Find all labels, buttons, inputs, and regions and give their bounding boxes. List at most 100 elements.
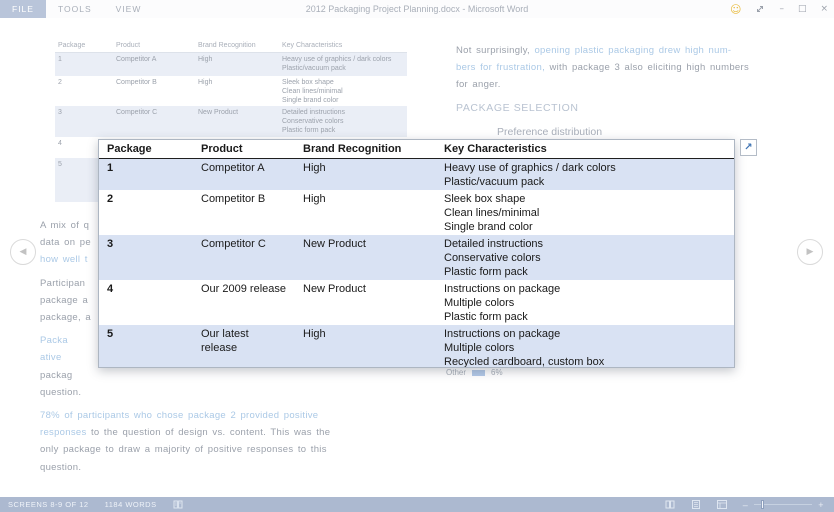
product-cell: Competitor C xyxy=(201,238,266,250)
zoom-in-button[interactable]: + xyxy=(818,499,824,510)
column-header: Key Characteristics xyxy=(436,140,734,159)
characteristic-line: Conservative colors xyxy=(444,252,541,264)
text-segment: for anger. xyxy=(456,79,501,91)
text-segment: A mix of q xyxy=(40,220,90,231)
read-mode-view-icon[interactable] xyxy=(665,500,675,509)
column-header: Package xyxy=(55,40,113,53)
characteristics-cell: Heavy use of graphics / dark colors Plast… xyxy=(279,52,407,76)
characteristics-cell: Detailed instructions Conservative colors… xyxy=(279,106,407,137)
legend-value: 6% xyxy=(491,368,503,377)
column-header: Product xyxy=(193,140,295,159)
product-cell: Competitor C xyxy=(116,109,158,116)
package-cell: 2 xyxy=(107,193,114,205)
tab-tools[interactable]: TOOLS xyxy=(57,4,92,14)
zoom-out-button[interactable]: – xyxy=(742,499,749,510)
tab-view[interactable]: VIEW xyxy=(115,4,142,14)
column-header: Key Characteristics xyxy=(279,40,407,53)
product-cell: Our latest release xyxy=(201,328,249,354)
right-text-column: Not surprisingly, opening plastic packag… xyxy=(456,42,780,138)
text-segment: 78% of participants who chose package 2 … xyxy=(40,410,319,422)
brand-cell: High xyxy=(303,193,326,205)
legend-label: Other xyxy=(446,368,467,377)
column-header: Brand Recognition xyxy=(195,40,279,53)
table-row: 1 Competitor A High Heavy use of graphics /… xyxy=(55,52,407,76)
text-line: question. xyxy=(40,459,400,476)
next-screen-button[interactable]: ▶ xyxy=(797,239,823,265)
text-line: packag xyxy=(40,367,400,384)
screens-indicator: SCREENS 8-9 OF 12 xyxy=(8,500,89,509)
characteristics-cell: Sleek box shape Clean lines/minimal Single… xyxy=(279,76,407,106)
table-row: 1 Competitor A High Heavy use of graphics /… xyxy=(99,158,734,191)
text-segment: to the question of design vs. content. T… xyxy=(86,427,331,439)
text-segment: opening plastic packaging drew high num- xyxy=(534,45,732,56)
text-segment: Not surprisingly, xyxy=(456,45,535,56)
characteristic-line: Single brand color xyxy=(282,97,339,104)
comparison-table: Package Product Brand Recognition Key Chara… xyxy=(99,140,734,368)
brand-cell: High xyxy=(198,55,213,63)
chart-title: Preference distribution xyxy=(497,125,603,138)
characteristics-cell: Detailed instructions Conservative colors… xyxy=(436,235,734,280)
table-row: 5 Our latest release High Instructions on p… xyxy=(99,325,734,368)
package-cell: 4 xyxy=(58,140,62,147)
text-segment: question. xyxy=(40,461,82,473)
text-line: ative xyxy=(40,349,400,366)
characteristic-line: Instructions on package xyxy=(444,283,561,295)
characteristic-line: Clean lines/minimal xyxy=(282,88,343,95)
maximize-icon[interactable]: □ xyxy=(797,3,807,14)
table-row: 2 Competitor B High Sleek box shape Clean li… xyxy=(99,190,734,235)
autohide-ribbon-icon[interactable] xyxy=(755,4,765,14)
package-cell: 4 xyxy=(107,283,114,295)
text-line: 78% of participants who chose package 2 … xyxy=(40,407,400,424)
characteristics-cell: Instructions on package Multiple colors Re… xyxy=(436,325,734,368)
characteristic-line: Detailed instructions xyxy=(282,109,346,116)
web-layout-view-icon[interactable] xyxy=(716,500,727,509)
zoom-slider-thumb[interactable] xyxy=(761,500,765,509)
column-header: Package xyxy=(99,140,193,159)
tab-file[interactable]: FILE xyxy=(0,0,46,18)
package-cell: 5 xyxy=(58,161,62,168)
proofing-check-icon[interactable] xyxy=(173,500,183,509)
previous-screen-button[interactable]: ◀ xyxy=(10,239,36,265)
product-cell: Competitor B xyxy=(116,79,157,86)
minimize-icon[interactable]: – xyxy=(779,3,784,14)
word-count[interactable]: 1184 WORDS xyxy=(104,500,157,509)
package-cell: 2 xyxy=(58,79,62,86)
section-heading: PACKAGE SELECTION xyxy=(456,101,579,114)
characteristic-line: Recycled cardboard, custom box xyxy=(444,356,605,368)
print-layout-view-icon[interactable] xyxy=(691,500,701,509)
characteristic-line: Instructions on package xyxy=(444,328,561,340)
expand-object-button[interactable]: ↗ xyxy=(740,139,757,156)
paragraph-lines: Not surprisingly, opening plastic packag… xyxy=(456,42,780,94)
text-line: responses to the question of design vs. … xyxy=(40,424,400,441)
legend-swatch xyxy=(472,369,486,376)
characteristic-line: Clean lines/minimal xyxy=(444,207,540,219)
characteristic-line: Single brand color xyxy=(444,221,533,233)
characteristics-cell: Heavy use of graphics / dark colors Plast… xyxy=(436,159,734,191)
table-row: 4 xyxy=(55,137,407,158)
window-controls: ☺ – □ × xyxy=(730,0,828,18)
close-icon[interactable]: × xyxy=(820,3,828,14)
characteristics-cell: Instructions on package Multiple colors Pl… xyxy=(436,280,734,325)
text-line: bers for frustration, with package 3 als… xyxy=(456,59,780,76)
product-cell: Competitor A xyxy=(201,162,265,174)
brand-cell: High xyxy=(303,162,326,174)
brand-cell: New Product xyxy=(303,238,366,250)
text-segment: with package 3 also eliciting high numbe… xyxy=(545,62,750,74)
zoom-slider[interactable] xyxy=(754,500,813,509)
table-header-row: Package Product Brand Recognition Key Chara… xyxy=(55,40,407,53)
feedback-smiley-icon[interactable]: ☺ xyxy=(729,2,742,16)
characteristic-line: Plastic form pack xyxy=(444,266,528,278)
zoomed-table-overlay[interactable]: Package Product Brand Recognition Key Chara… xyxy=(98,139,735,368)
package-cell: 1 xyxy=(58,55,62,63)
text-line: only package to draw a majority of posit… xyxy=(40,441,400,458)
characteristic-line: Plastic/vacuum pack xyxy=(444,176,545,188)
column-header: Brand Recognition xyxy=(295,140,436,159)
table-row: 3 Competitor C New Product Detailed instruc… xyxy=(99,235,734,280)
text-segment: Packa xyxy=(40,335,68,347)
product-cell: Competitor B xyxy=(201,193,266,205)
characteristic-line: Sleek box shape xyxy=(444,193,526,205)
text-segment: bers for frustration, xyxy=(456,62,546,74)
title-bar: FILE TOOLS VIEW 2012 Packaging Project P… xyxy=(0,0,834,18)
characteristic-line: Multiple colors xyxy=(444,342,515,354)
